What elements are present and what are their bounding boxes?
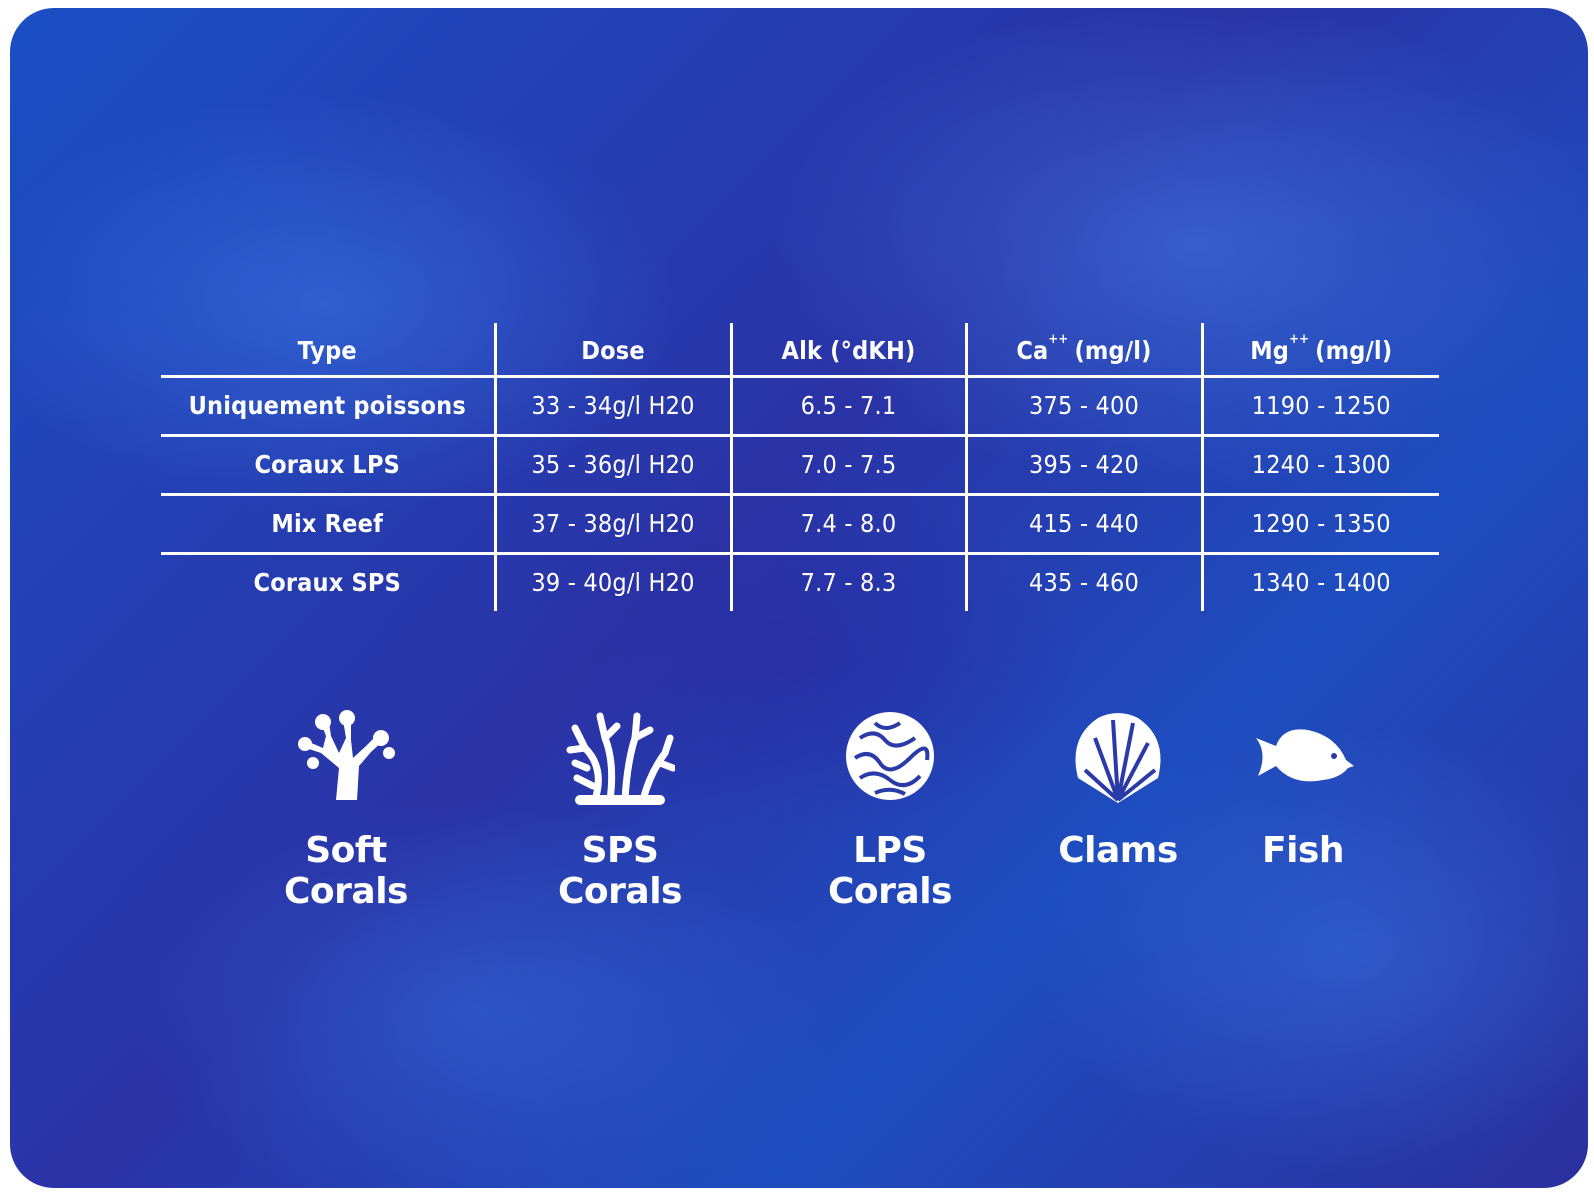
icon-fish: Fish	[1203, 708, 1403, 871]
cell: 1240 - 1300	[1200, 435, 1439, 496]
background-card: Type Dose Alk (°dKH) Ca++ (mg/l) Mg++ (mg/l) U…	[10, 8, 1588, 1188]
header-row: Type Dose Alk (°dKH) Ca++ (mg/l) Mg++ (mg/l)	[161, 323, 1439, 378]
cell: 6.5 - 7.1	[729, 376, 966, 437]
fish-icon	[1256, 729, 1354, 782]
cell: 7.0 - 7.5	[729, 435, 966, 496]
icon-sps-corals: SPS Corals	[520, 708, 720, 912]
icon-label: Soft Corals	[284, 830, 408, 912]
lps-coral-icon	[846, 712, 934, 800]
soft-coral-icon	[298, 710, 395, 800]
cell: 1190 - 1250	[1200, 376, 1439, 437]
header-cell: Ca++ (mg/l)	[964, 323, 1202, 378]
parameter-table: Type Dose Alk (°dKH) Ca++ (mg/l) Mg++ (mg/l) U…	[161, 323, 1439, 611]
cell: 1290 - 1350	[1200, 494, 1439, 555]
cell: 435 - 460	[964, 553, 1202, 611]
sps-coral-icon	[566, 712, 675, 805]
cell: 39 - 40g/l H20	[493, 553, 731, 611]
header-unit: (mg/l)	[1315, 335, 1393, 365]
cell: 37 - 38g/l H20	[493, 494, 731, 555]
table-row: Coraux LPS 35 - 36g/l H20 7.0 - 7.5 395 - 4…	[161, 435, 1439, 496]
header-base: Mg	[1250, 335, 1290, 365]
table-row: Coraux SPS 39 - 40g/l H20 7.7 - 8.3 435 - 4…	[161, 553, 1439, 611]
header-cell: Dose	[493, 323, 731, 378]
row-label: Mix Reef	[161, 494, 495, 555]
icon-label: LPS Corals	[828, 830, 952, 912]
header-cell: Alk (°dKH)	[729, 323, 966, 378]
cell: 415 - 440	[964, 494, 1202, 555]
cell: 7.4 - 8.0	[729, 494, 966, 555]
table-row: Uniquement poissons 33 - 34g/l H20 6.5 - 7…	[161, 376, 1439, 437]
cell: 7.7 - 8.3	[729, 553, 966, 611]
cell: 1340 - 1400	[1200, 553, 1439, 611]
row-label: Coraux LPS	[161, 435, 495, 496]
cell: 33 - 34g/l H20	[493, 376, 731, 437]
header-unit: (mg/l)	[1074, 335, 1152, 365]
icon-label: Clams	[1058, 830, 1178, 871]
icon-label: SPS Corals	[558, 830, 682, 912]
cell: 395 - 420	[964, 435, 1202, 496]
icon-label: Fish	[1262, 830, 1345, 871]
header-sup: ++	[1289, 331, 1310, 347]
table-row: Mix Reef 37 - 38g/l H20 7.4 - 8.0 415 - 440…	[161, 494, 1439, 555]
icon-lps-corals: LPS Corals	[790, 708, 990, 912]
header-sup: ++	[1048, 331, 1069, 347]
cell: 35 - 36g/l H20	[493, 435, 731, 496]
header-cell: Mg++ (mg/l)	[1200, 323, 1439, 378]
clam-icon	[1075, 713, 1161, 803]
icon-clams: Clams	[1018, 708, 1218, 871]
header-base: Ca	[1016, 335, 1049, 365]
header-cell: Type	[161, 323, 495, 378]
cell: 375 - 400	[964, 376, 1202, 437]
row-label: Coraux SPS	[253, 568, 401, 597]
row-label: Uniquement poissons	[161, 376, 495, 437]
icon-soft-corals: Soft Corals	[246, 708, 446, 912]
